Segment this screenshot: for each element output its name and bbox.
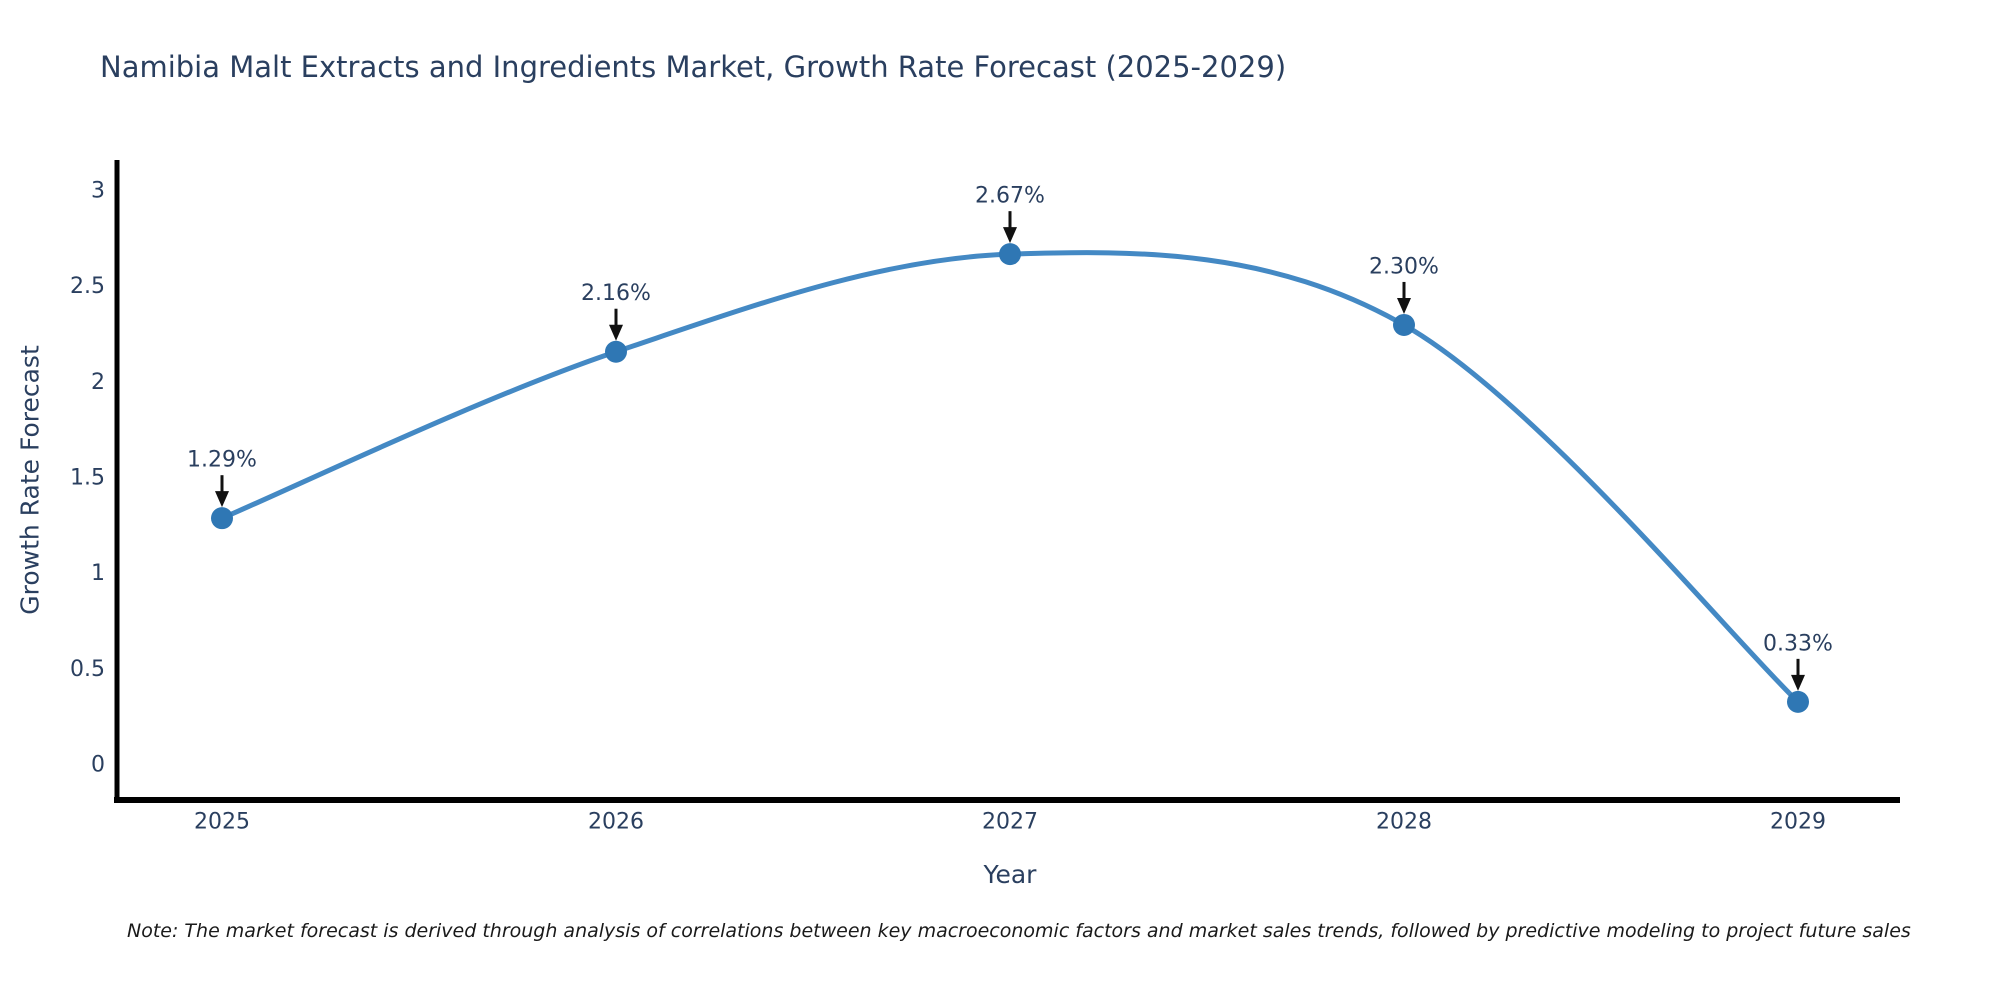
data-point-label: 2.30%	[1369, 254, 1439, 279]
data-point-marker	[1787, 690, 1809, 713]
x-tick-label: 2029	[1770, 810, 1826, 835]
y-tick-label: 1	[91, 561, 105, 586]
y-tick-label: 2	[91, 370, 105, 395]
annotation-arrow-head	[1397, 297, 1411, 314]
x-tick-label: 2028	[1376, 810, 1432, 835]
chart-title: Namibia Malt Extracts and Ingredients Ma…	[100, 50, 1287, 84]
x-tick-label: 2025	[194, 810, 250, 835]
y-tick-label: 2.5	[70, 274, 105, 299]
data-point-marker	[211, 507, 233, 530]
data-point-marker	[1393, 313, 1415, 336]
data-point-label: 1.29%	[187, 448, 257, 473]
y-tick-label: 0	[91, 753, 105, 778]
data-point-label: 2.67%	[975, 184, 1045, 209]
y-tick-label: 1.5	[70, 466, 105, 491]
x-tick-label: 2026	[588, 810, 644, 835]
annotation-arrow-head	[609, 324, 623, 341]
annotation-arrow-head	[215, 491, 229, 508]
y-tick-label: 3	[91, 179, 105, 204]
data-point-marker	[605, 340, 627, 363]
y-tick-label: 0.5	[70, 657, 105, 682]
data-point-label: 2.16%	[581, 281, 651, 306]
annotation-arrow-head	[1003, 227, 1017, 244]
forecast-line	[219, 250, 1801, 705]
x-axis-title: Year	[983, 860, 1037, 889]
annotation-arrow-head	[1791, 674, 1805, 691]
data-point-label: 0.33%	[1763, 631, 1833, 656]
footnote: Note: The market forecast is derived thr…	[127, 920, 1911, 942]
data-point-marker	[999, 243, 1021, 266]
x-tick-label: 2027	[982, 810, 1038, 835]
